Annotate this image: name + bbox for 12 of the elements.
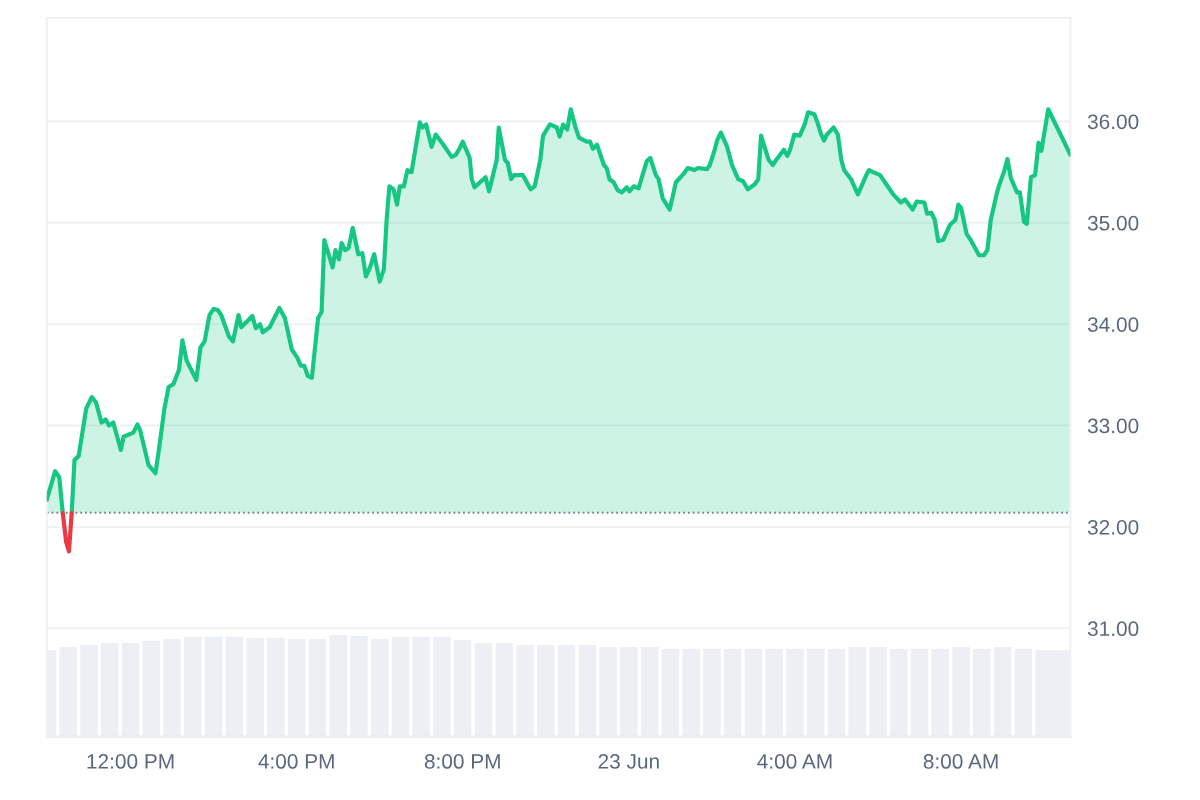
y-tick-label: 33.00 — [1087, 418, 1139, 434]
y-tick-label: 31.00 — [1087, 621, 1139, 637]
x-tick-label: 23 Jun — [598, 754, 659, 769]
x-tick-label: 8:00 PM — [424, 754, 500, 769]
x-tick-label: 4:00 PM — [258, 754, 334, 769]
x-tick-label: 8:00 AM — [923, 754, 998, 769]
y-tick-label: 35.00 — [1087, 215, 1139, 231]
y-tick-label: 32.00 — [1087, 519, 1139, 535]
y-tick-label: 36.00 — [1087, 114, 1139, 130]
y-tick-label: 34.00 — [1087, 317, 1139, 332]
x-tick-label: 12:00 PM — [87, 754, 174, 769]
x-tick-label: 4:00 AM — [757, 754, 832, 769]
